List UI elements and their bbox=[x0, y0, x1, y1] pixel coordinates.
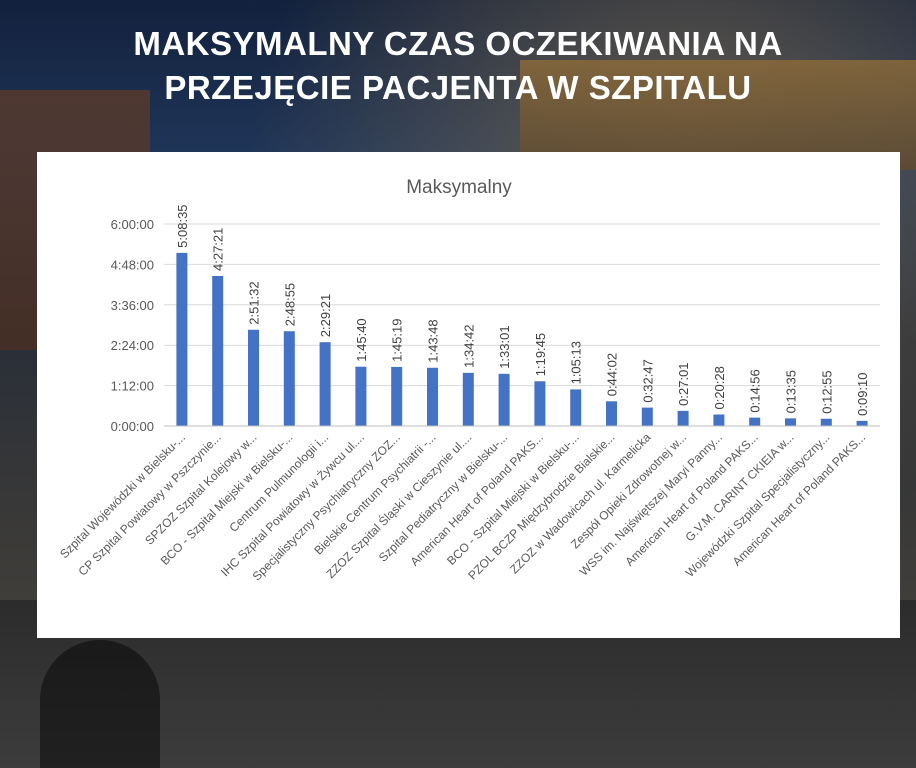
y-tick-label: 2:24:00 bbox=[111, 338, 154, 353]
bar bbox=[641, 407, 653, 426]
data-label: 1:05:13 bbox=[569, 341, 584, 384]
bar bbox=[427, 367, 438, 426]
bar bbox=[749, 417, 761, 426]
data-label: 2:48:55 bbox=[282, 283, 297, 326]
chart-title: Maksymalny bbox=[406, 177, 512, 198]
page-title: MAKSYMALNY CZAS OCZEKIWANIA NA PRZEJĘCIE… bbox=[0, 22, 916, 110]
data-label: 1:33:01 bbox=[497, 325, 512, 368]
bar bbox=[355, 366, 367, 426]
bar bbox=[248, 329, 259, 426]
bar bbox=[462, 372, 474, 426]
data-label: 0:12:55 bbox=[819, 370, 834, 413]
data-label: 4:27:21 bbox=[211, 228, 226, 271]
page-title-line2: PRZEJĘCIE PACJENTA W SZPITALU bbox=[164, 69, 752, 106]
bar bbox=[283, 331, 295, 426]
data-label: 0:44:02 bbox=[605, 353, 620, 396]
bar bbox=[212, 275, 224, 426]
bar bbox=[856, 420, 868, 426]
bar bbox=[534, 381, 546, 426]
data-label: 0:32:47 bbox=[640, 359, 655, 402]
y-tick-label: 0:00:00 bbox=[111, 419, 154, 434]
bar-chart: Maksymalny 0:00:00 1:12:00 2:24:00 3:36:00 4:… bbox=[57, 177, 880, 583]
data-label: 1:43:48 bbox=[426, 319, 441, 362]
x-tick-label: Szpital Wojewódzki w Bielsku-... bbox=[57, 430, 188, 561]
bar bbox=[677, 410, 689, 426]
bar bbox=[606, 401, 617, 426]
x-tick-label: American Heart of Poland PAKS... bbox=[730, 430, 869, 569]
data-label: 1:45:19 bbox=[390, 319, 405, 362]
data-label: 1:19:45 bbox=[533, 333, 548, 376]
data-label: 1:45:40 bbox=[354, 318, 369, 361]
bar bbox=[498, 373, 510, 426]
y-tick-label: 1:12:00 bbox=[111, 379, 154, 394]
page-title-line1: MAKSYMALNY CZAS OCZEKIWANIA NA bbox=[133, 25, 783, 62]
background-shadow bbox=[40, 640, 160, 768]
x-tick-label: BCO - Szpital Miejski w Bielsku-... bbox=[444, 430, 582, 568]
background-building-right bbox=[520, 60, 916, 170]
bar bbox=[785, 418, 796, 426]
data-label: 1:34:42 bbox=[461, 324, 476, 367]
bar bbox=[391, 366, 403, 426]
data-label: 0:13:35 bbox=[784, 370, 799, 413]
bar bbox=[319, 342, 331, 426]
y-tick-label: 3:36:00 bbox=[111, 298, 154, 313]
x-tick-label: CP Szpital Powiatowy w Pszczynie... bbox=[75, 430, 223, 578]
data-label: 0:14:56 bbox=[748, 369, 763, 412]
data-label: 2:51:32 bbox=[247, 281, 262, 324]
y-tick-label: 6:00:00 bbox=[111, 217, 154, 232]
chart-card: Maksymalny 0:00:00 1:12:00 2:24:00 3:36:00 4:… bbox=[37, 152, 900, 638]
bar bbox=[570, 389, 582, 426]
data-label: 2:29:21 bbox=[318, 294, 333, 337]
data-label: 0:09:10 bbox=[855, 372, 870, 415]
y-tick-label: 4:48:00 bbox=[111, 257, 154, 272]
bar bbox=[820, 418, 832, 426]
data-label: 0:20:28 bbox=[712, 366, 727, 409]
data-label: 0:27:01 bbox=[676, 362, 691, 405]
bar bbox=[713, 414, 725, 426]
bar bbox=[176, 252, 188, 426]
data-label: 5:08:35 bbox=[175, 204, 190, 247]
